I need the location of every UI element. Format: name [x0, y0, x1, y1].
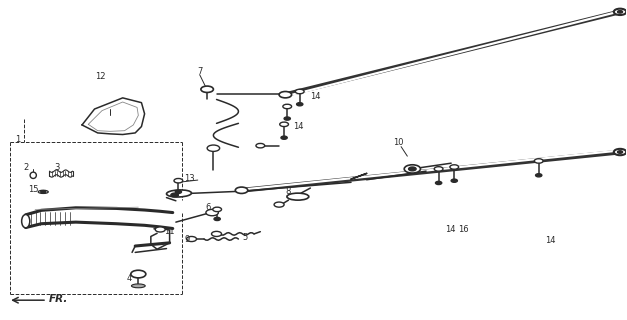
Text: 12: 12 [95, 72, 106, 81]
Circle shape [280, 122, 288, 126]
Text: 3: 3 [55, 163, 60, 172]
Ellipse shape [287, 193, 309, 200]
Circle shape [186, 236, 196, 242]
Circle shape [535, 174, 542, 177]
Text: 11: 11 [164, 227, 175, 236]
Circle shape [281, 136, 287, 139]
Circle shape [155, 227, 166, 232]
Circle shape [214, 217, 220, 220]
Text: 14: 14 [545, 236, 556, 245]
Text: 6: 6 [206, 203, 211, 212]
Circle shape [256, 143, 265, 148]
Circle shape [283, 104, 292, 109]
Text: 1: 1 [16, 135, 21, 144]
Circle shape [175, 190, 181, 194]
Ellipse shape [38, 190, 48, 194]
Text: 14: 14 [293, 122, 304, 131]
Circle shape [295, 89, 304, 94]
Ellipse shape [132, 284, 145, 288]
Ellipse shape [22, 214, 30, 228]
Ellipse shape [30, 172, 36, 179]
Ellipse shape [167, 190, 191, 197]
Circle shape [409, 167, 416, 171]
Text: 15: 15 [28, 185, 38, 194]
Circle shape [436, 181, 442, 185]
Circle shape [131, 270, 146, 278]
Circle shape [450, 165, 458, 169]
Circle shape [174, 179, 182, 183]
Text: 16: 16 [458, 225, 469, 234]
Text: 8: 8 [286, 188, 291, 196]
Circle shape [618, 151, 623, 153]
Text: 14: 14 [445, 225, 455, 234]
Circle shape [206, 209, 218, 216]
Circle shape [534, 159, 543, 163]
Text: 13: 13 [184, 174, 195, 183]
Circle shape [207, 145, 219, 151]
Circle shape [201, 86, 213, 92]
Circle shape [614, 149, 626, 155]
Circle shape [279, 92, 292, 98]
Circle shape [435, 167, 443, 171]
Text: 2: 2 [23, 164, 28, 172]
Circle shape [297, 103, 303, 106]
Circle shape [213, 207, 221, 212]
Circle shape [235, 187, 248, 194]
Text: 14: 14 [310, 92, 321, 101]
Text: 5: 5 [242, 233, 247, 242]
Text: 4: 4 [126, 274, 132, 283]
Circle shape [614, 9, 626, 15]
Text: 10: 10 [393, 138, 403, 147]
Circle shape [284, 117, 290, 120]
Circle shape [404, 165, 421, 173]
Circle shape [171, 193, 178, 197]
Circle shape [274, 202, 284, 207]
Text: 9: 9 [184, 235, 190, 244]
Circle shape [451, 179, 457, 182]
Circle shape [211, 231, 221, 236]
Text: 7: 7 [197, 67, 203, 76]
Text: FR.: FR. [49, 293, 68, 304]
Circle shape [41, 191, 46, 193]
Circle shape [618, 11, 623, 13]
